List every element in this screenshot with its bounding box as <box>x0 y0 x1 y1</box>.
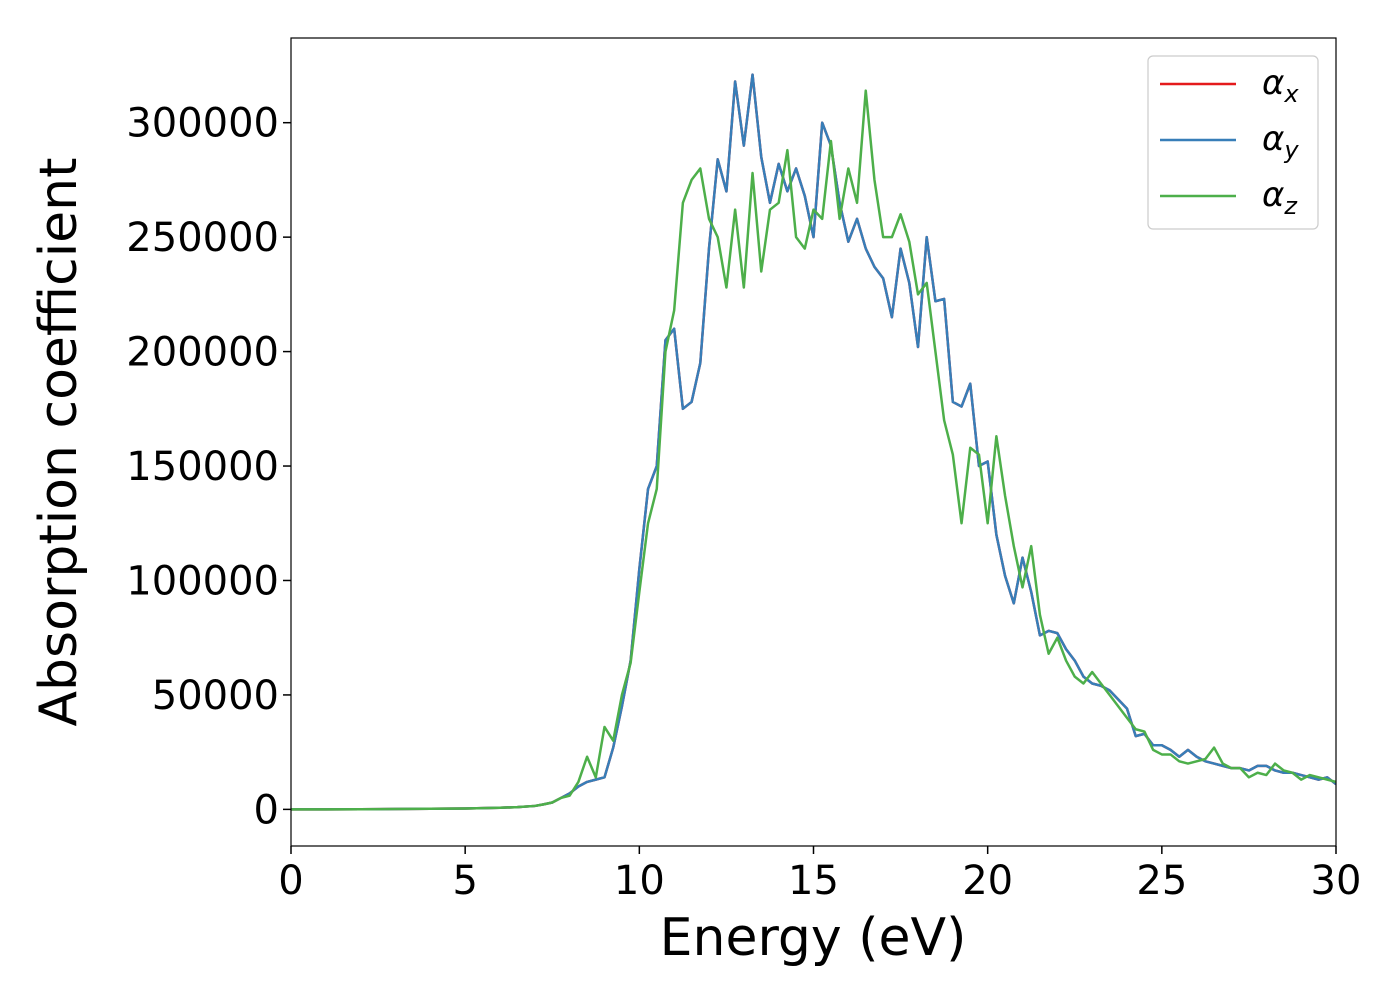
y-tick-label: 0 <box>254 787 279 833</box>
legend-label: αz <box>1262 175 1298 220</box>
x-tick-label: 0 <box>278 858 303 904</box>
series-line <box>291 89 1336 811</box>
y-axis-label: Absorption coefficient <box>29 157 89 726</box>
x-tick-label: 10 <box>614 858 665 904</box>
legend-label: αy <box>1262 119 1299 164</box>
plot-frame <box>290 37 1337 847</box>
y-tick-label: 50000 <box>152 673 279 719</box>
y-tick-label: 150000 <box>126 444 279 490</box>
x-axis-label: Energy (eV) <box>660 908 967 968</box>
x-tick-label: 30 <box>1311 858 1362 904</box>
y-tick-label: 300000 <box>126 101 279 147</box>
legend-label: αx <box>1262 63 1299 108</box>
x-tick-label: 15 <box>788 858 839 904</box>
y-tick-label: 250000 <box>126 215 279 261</box>
x-tick-label: 5 <box>452 858 477 904</box>
x-tick-label: 25 <box>1136 858 1187 904</box>
y-tick-label: 100000 <box>126 558 279 604</box>
y-tick-label: 200000 <box>126 330 279 376</box>
x-tick-label: 20 <box>962 858 1013 904</box>
legend-box <box>1147 55 1319 230</box>
series-line <box>291 73 1336 811</box>
